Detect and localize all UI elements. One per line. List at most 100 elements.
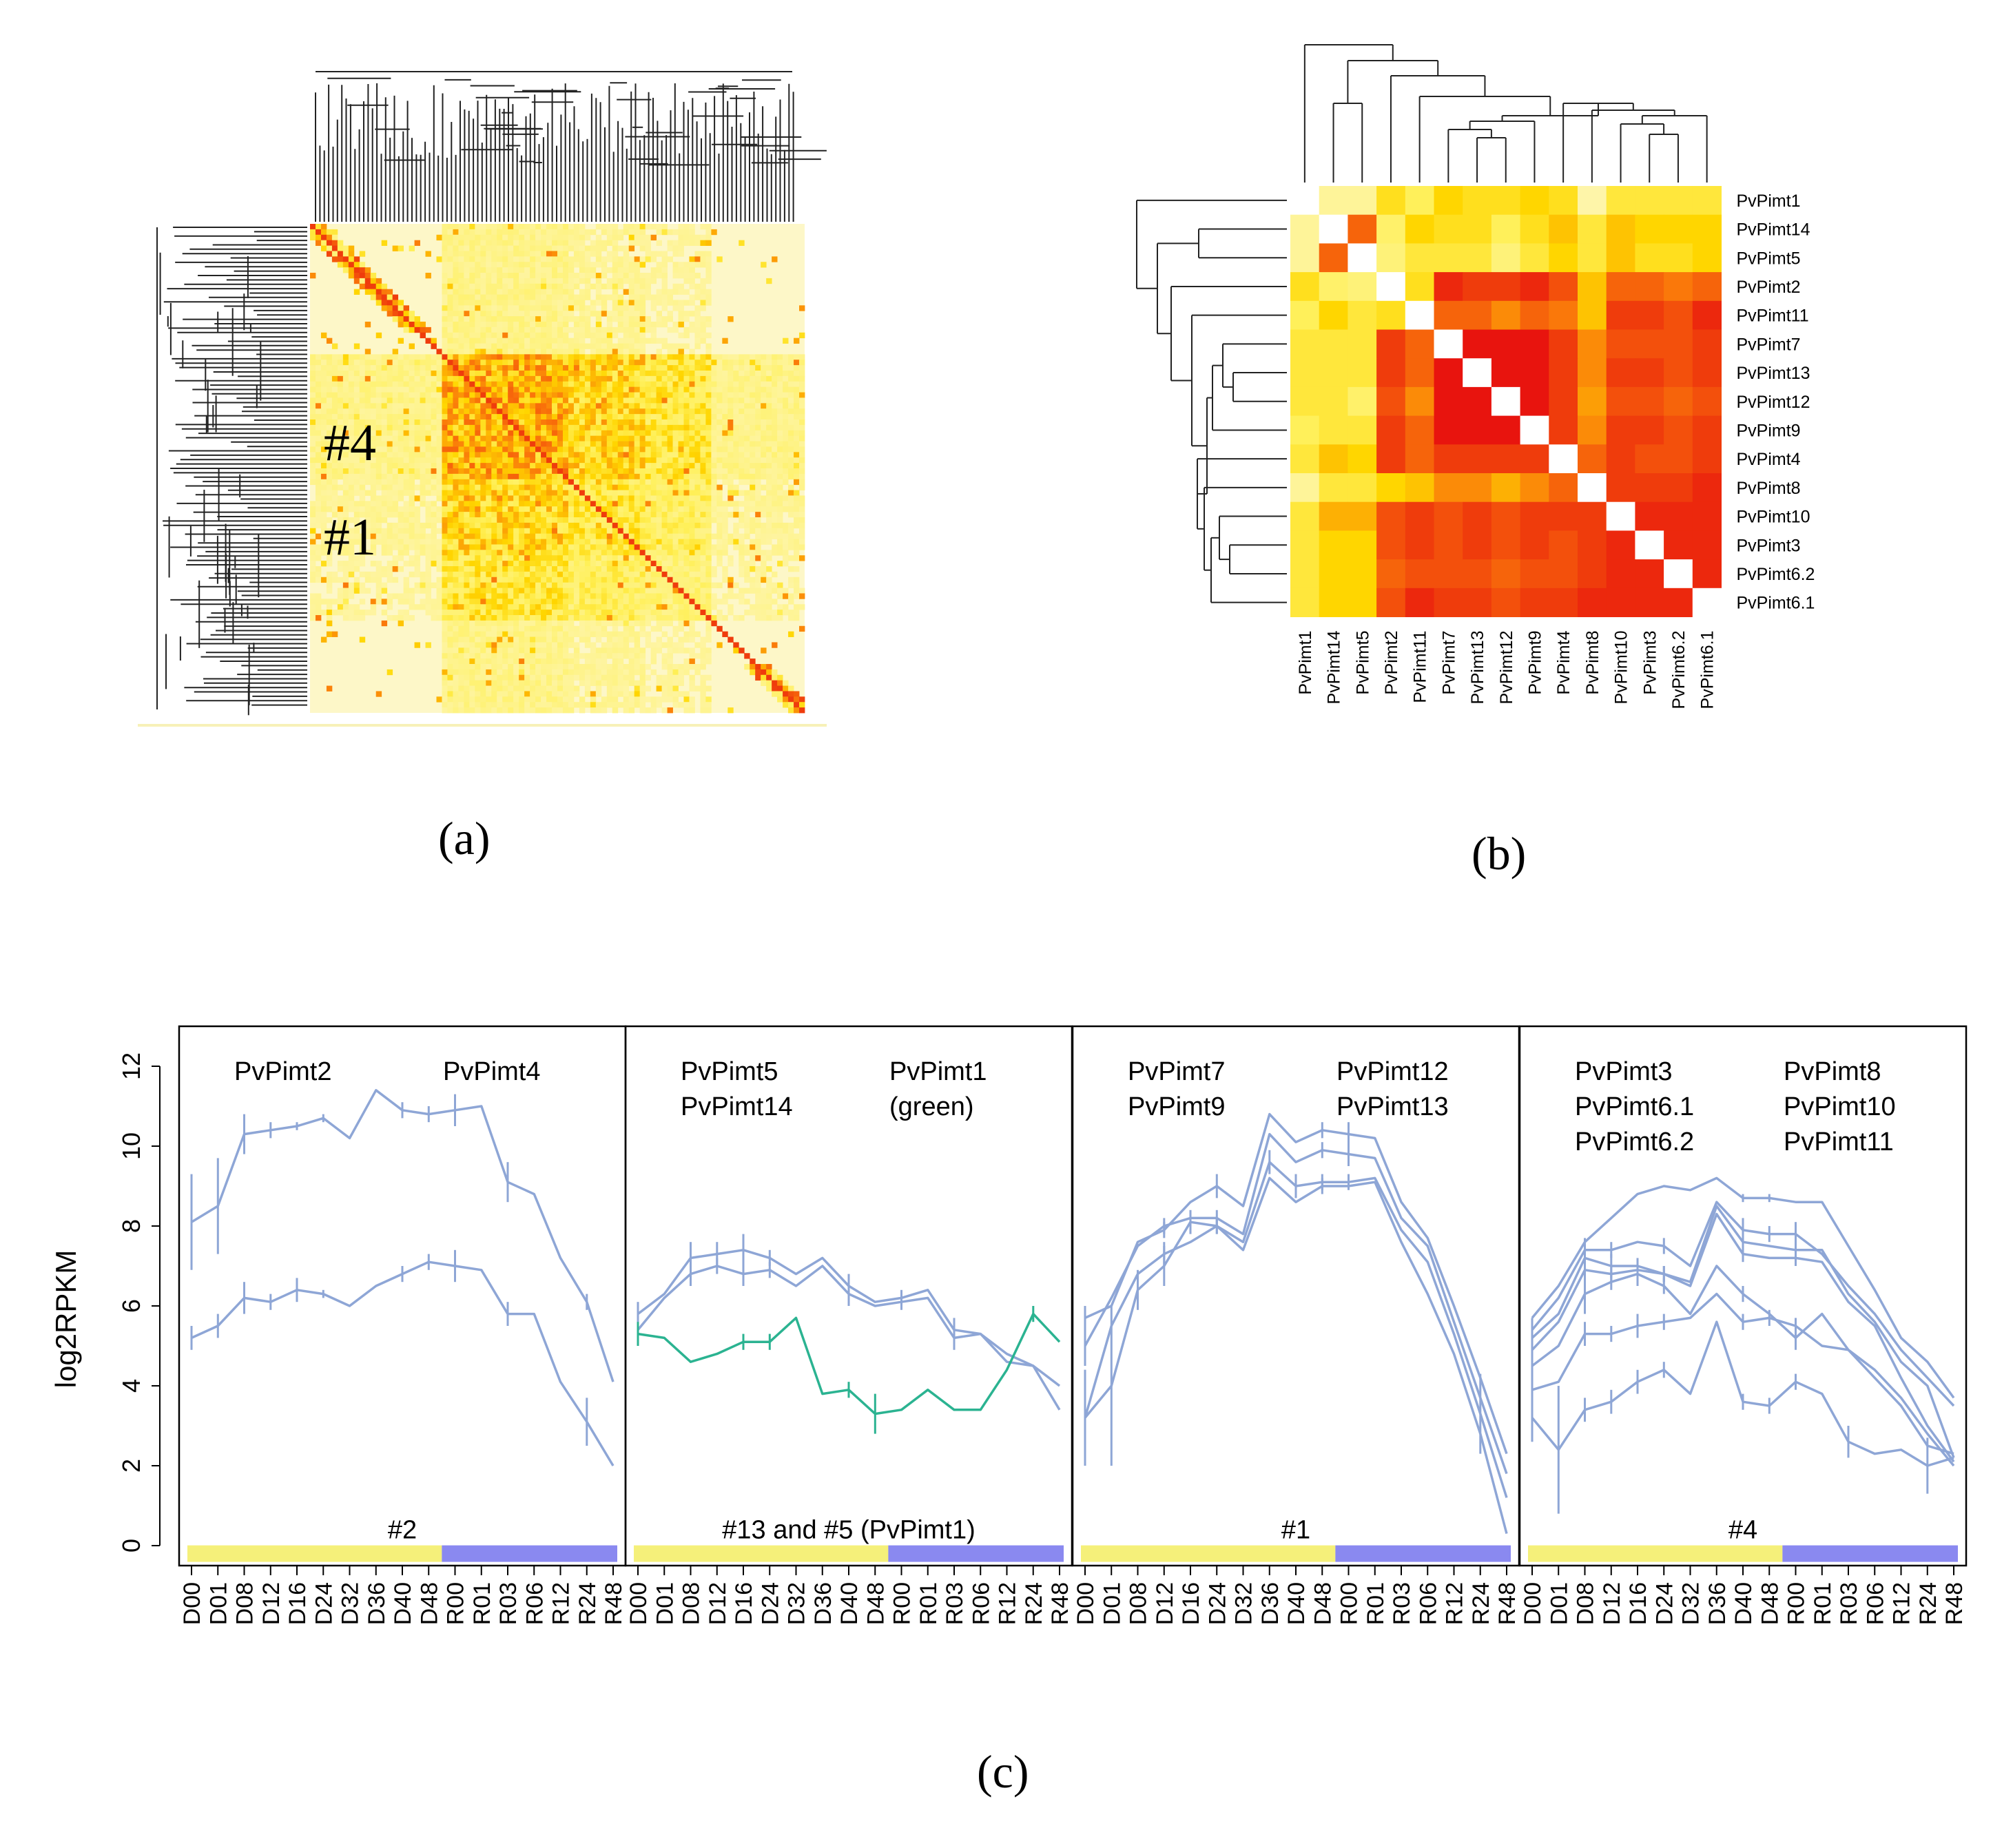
heatmap-a-cell xyxy=(392,533,399,539)
heatmap-a-cell xyxy=(381,283,388,290)
heatmap-a-cell xyxy=(420,381,426,388)
heatmap-a-cell xyxy=(392,555,399,561)
heatmap-a-cell xyxy=(381,544,388,550)
heatmap-a-cell xyxy=(552,414,558,420)
heatmap-a-cell xyxy=(447,577,453,583)
heatmap-a-cell xyxy=(794,403,800,409)
heatmap-a-cell xyxy=(667,289,673,295)
heatmap-a-cell xyxy=(530,300,536,306)
heatmap-a-cell xyxy=(722,424,728,431)
heatmap-a-cell xyxy=(310,365,316,371)
heatmap-a-cell xyxy=(573,463,580,469)
heatmap-a-cell xyxy=(480,479,486,486)
heatmap-a-cell xyxy=(661,424,668,431)
heatmap-a-cell xyxy=(661,506,668,512)
heatmap-a-cell xyxy=(502,441,508,447)
heatmap-a-cell xyxy=(683,484,690,490)
heatmap-a-cell xyxy=(683,561,690,567)
heatmap-a-cell xyxy=(386,490,393,496)
heatmap-a-cell xyxy=(606,528,613,534)
heatmap-a-cell xyxy=(546,539,553,545)
heatmap-a-cell xyxy=(497,571,503,578)
heatmap-a-cell xyxy=(519,251,525,257)
heatmap-a-cell xyxy=(331,435,338,442)
heatmap-a-cell xyxy=(612,229,619,236)
heatmap-a-cell xyxy=(442,278,448,284)
heatmap-a-cell xyxy=(744,544,750,550)
heatmap-a-cell xyxy=(799,430,805,437)
heatmap-a-cell xyxy=(331,392,338,398)
heatmap-a-cell xyxy=(513,403,519,409)
heatmap-a-cell xyxy=(315,375,322,382)
heatmap-a-cell xyxy=(562,386,569,393)
heatmap-a-cell xyxy=(694,544,701,550)
heatmap-a-cell xyxy=(370,419,377,426)
heatmap-a-cell xyxy=(557,490,564,496)
heatmap-a-cell xyxy=(310,522,316,529)
heatmap-a-cell xyxy=(513,267,519,273)
heatmap-a-cell xyxy=(705,550,712,556)
heatmap-a-cell xyxy=(634,490,641,496)
heatmap-a-cell xyxy=(414,430,420,437)
heatmap-a-cell xyxy=(425,473,431,480)
heatmap-a-cell xyxy=(403,533,409,539)
heatmap-a-cell xyxy=(342,512,349,518)
heatmap-a-cell xyxy=(442,375,448,382)
heatmap-a-cell xyxy=(364,501,371,507)
heatmap-a-cell xyxy=(337,435,344,442)
heatmap-a-cell xyxy=(579,512,586,518)
heatmap-a-cell xyxy=(409,430,415,437)
heatmap-a-cell xyxy=(722,522,728,529)
heatmap-a-cell xyxy=(502,561,508,567)
heatmap-a-cell xyxy=(541,332,547,339)
heatmap-a-cell xyxy=(469,555,475,561)
heatmap-a-cell xyxy=(683,267,690,273)
heatmap-a-cell xyxy=(464,289,470,295)
heatmap-a-cell xyxy=(552,468,558,475)
heatmap-a-cell xyxy=(628,544,635,550)
heatmap-a-cell xyxy=(513,234,519,241)
heatmap-a-cell xyxy=(700,468,706,475)
heatmap-a-cell xyxy=(535,512,541,518)
heatmap-a-cell xyxy=(656,408,662,415)
heatmap-a-cell xyxy=(656,490,662,496)
heatmap-a-cell xyxy=(425,561,431,567)
heatmap-a-cell xyxy=(590,533,597,539)
heatmap-a-cell xyxy=(612,414,619,420)
heatmap-a-cell xyxy=(552,550,558,556)
heatmap-a-cell xyxy=(458,316,464,322)
heatmap-a-cell xyxy=(409,245,415,251)
heatmap-a-cell xyxy=(783,490,789,496)
heatmap-a-cell xyxy=(584,256,591,262)
heatmap-a-cell xyxy=(497,430,503,437)
heatmap-a-cell xyxy=(458,294,464,300)
heatmap-a-cell xyxy=(606,332,613,339)
heatmap-a-cell xyxy=(783,397,789,404)
heatmap-a-cell xyxy=(562,522,569,529)
heatmap-a-cell xyxy=(475,273,481,279)
heatmap-a-cell xyxy=(320,360,327,366)
heatmap-a-cell xyxy=(733,441,739,447)
heatmap-a-cell xyxy=(458,278,464,284)
heatmap-a-cell xyxy=(617,588,624,594)
heatmap-a-cell xyxy=(458,463,464,469)
heatmap-a-cell xyxy=(480,354,486,360)
heatmap-a-cell xyxy=(568,435,575,442)
heatmap-a-cell xyxy=(320,446,327,453)
heatmap-a-cell xyxy=(711,457,717,464)
heatmap-a-cell xyxy=(727,430,734,437)
heatmap-a-cell xyxy=(464,424,470,431)
heatmap-a-cell xyxy=(590,435,597,442)
heatmap-a-cell xyxy=(595,414,602,420)
heatmap-a-cell xyxy=(727,435,734,442)
heatmap-a-cell xyxy=(799,424,805,431)
heatmap-a-cell xyxy=(799,360,805,366)
heatmap-a-cell xyxy=(645,283,652,290)
heatmap-a-cell xyxy=(541,512,547,518)
heatmap-a-cell xyxy=(645,561,652,567)
heatmap-a-cell xyxy=(579,522,586,529)
heatmap-a-cell xyxy=(772,588,778,594)
heatmap-a-cell xyxy=(705,349,712,355)
heatmap-a-cell xyxy=(661,479,668,486)
heatmap-a-cell xyxy=(453,338,459,344)
